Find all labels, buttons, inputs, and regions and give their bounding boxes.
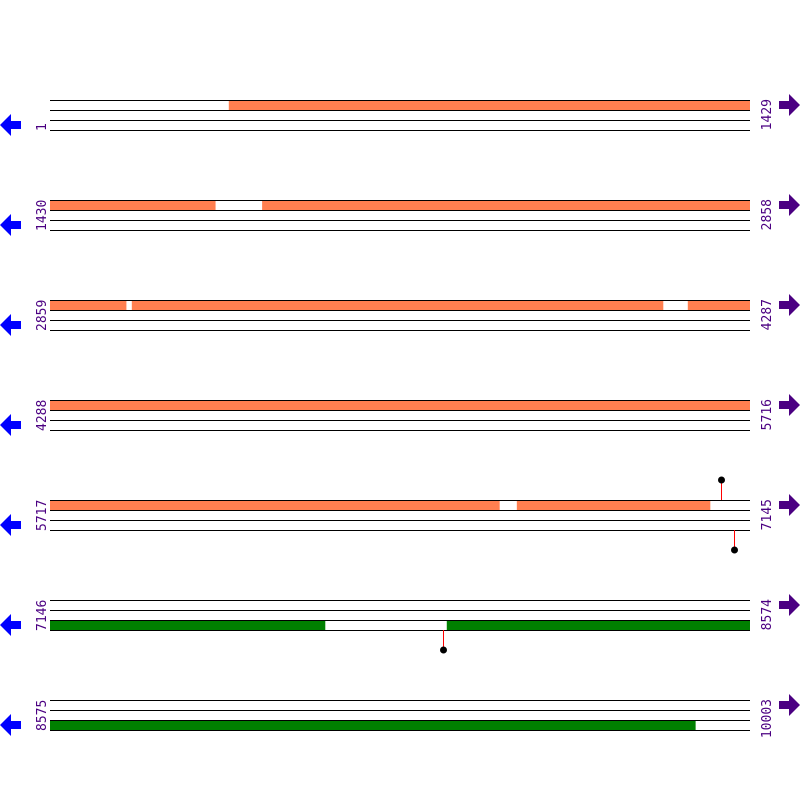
arrow-left-icon	[0, 714, 21, 736]
start-position-label: 2859	[35, 300, 50, 331]
arrow-left-icon	[0, 314, 21, 336]
feature-segment	[50, 620, 326, 630]
feature-segment	[446, 620, 750, 630]
feature-segment	[50, 720, 696, 730]
arrow-right-icon	[779, 94, 800, 116]
feature-segment	[50, 500, 500, 510]
arrow-right-icon	[779, 694, 800, 716]
start-position-label: 8575	[35, 700, 50, 731]
end-position-label: 4287	[760, 299, 775, 330]
arrow-right-icon	[779, 294, 800, 316]
feature-segment	[50, 200, 216, 210]
end-position-label: 2858	[760, 199, 775, 230]
feature-segment	[262, 200, 750, 210]
start-position-label: 4288	[35, 400, 50, 431]
end-position-label: 8574	[760, 599, 775, 630]
start-position-label: 1430	[35, 200, 50, 231]
arrow-right-icon	[779, 594, 800, 616]
start-position-label: 7146	[35, 600, 50, 631]
arrow-left-icon	[0, 114, 21, 136]
arrow-right-icon	[779, 194, 800, 216]
end-position-label: 5716	[760, 399, 775, 430]
arrow-left-icon	[0, 514, 21, 536]
arrow-left-icon	[0, 214, 21, 236]
feature-segment	[131, 300, 664, 310]
feature-segment	[516, 500, 711, 510]
feature-segment	[228, 100, 750, 110]
lollipop-head[interactable]	[440, 646, 447, 654]
arrow-left-icon	[0, 614, 21, 636]
feature-segment	[687, 300, 750, 310]
arrow-right-icon	[779, 494, 800, 516]
arrow-right-icon	[779, 394, 800, 416]
end-position-label: 1429	[760, 99, 775, 130]
end-position-label: 7145	[760, 499, 775, 530]
feature-segment	[50, 300, 127, 310]
lollipop-head[interactable]	[718, 476, 725, 484]
arrow-left-icon	[0, 414, 21, 436]
start-position-label: 5717	[35, 500, 50, 531]
start-position-label: 1	[35, 123, 50, 131]
lollipop-head[interactable]	[731, 546, 738, 554]
feature-segment	[50, 400, 750, 410]
end-position-label: 10003	[760, 699, 775, 738]
